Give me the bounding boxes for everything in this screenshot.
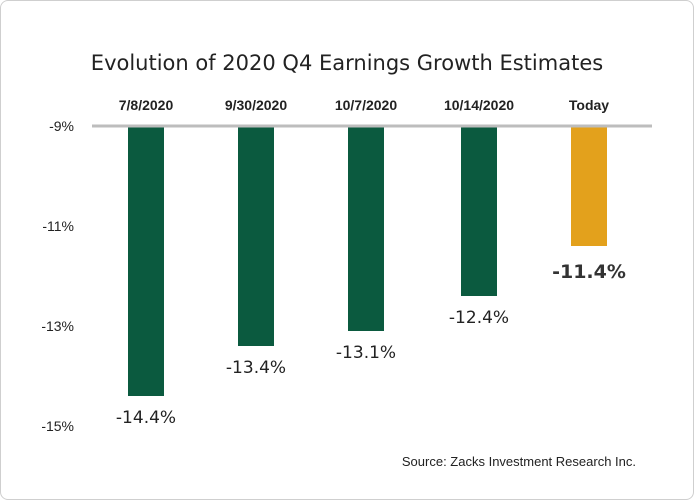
source-note: Source: Zacks Investment Research Inc. [402, 454, 636, 469]
bar [461, 126, 497, 296]
bars [128, 126, 607, 396]
data-label: -13.1% [336, 343, 396, 363]
data-label: -11.4% [552, 261, 626, 283]
data-labels: -14.4% -13.4% -13.1% -12.4% -11.4% [116, 261, 626, 428]
y-tick-label: -9% [49, 118, 74, 134]
bar [238, 126, 274, 346]
y-tick-label: -11% [42, 218, 74, 234]
category-labels: 7/8/2020 9/30/2020 10/7/2020 10/14/2020 Toda… [119, 97, 610, 113]
category-label: 10/7/2020 [335, 97, 397, 113]
y-axis-ticks: -9% -11% -13% -15% [41, 118, 74, 434]
data-label: -13.4% [226, 358, 286, 378]
category-label: 9/30/2020 [225, 97, 287, 113]
bar-highlight [571, 126, 607, 246]
data-label: -14.4% [116, 408, 176, 428]
chart-title: Evolution of 2020 Q4 Earnings Growth Est… [91, 51, 603, 75]
y-tick-label: -15% [41, 418, 74, 434]
bar [348, 126, 384, 331]
category-label: 10/14/2020 [444, 97, 514, 113]
category-label: 7/8/2020 [119, 97, 174, 113]
bar [128, 126, 164, 396]
category-label: Today [569, 97, 609, 113]
y-tick-label: -13% [41, 318, 74, 334]
data-label: -12.4% [449, 308, 509, 328]
